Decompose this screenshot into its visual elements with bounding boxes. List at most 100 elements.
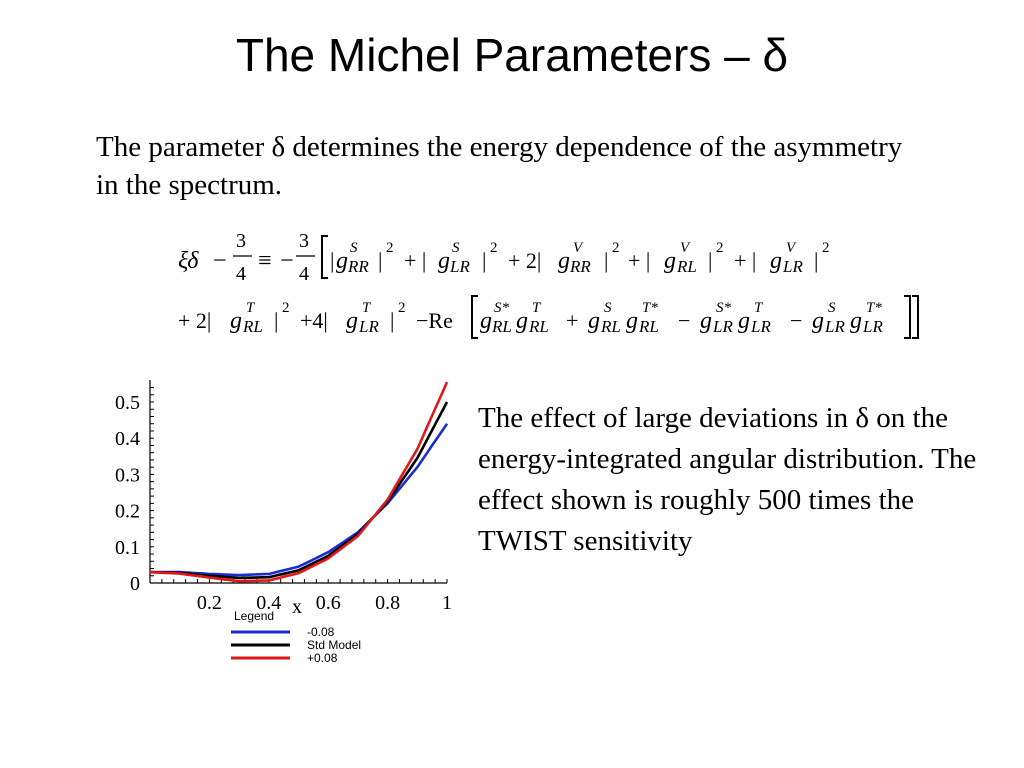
svg-text:V: V: [680, 240, 691, 256]
svg-text:T: T: [362, 300, 372, 316]
svg-text:g: g: [438, 248, 450, 274]
svg-text:S: S: [604, 300, 612, 316]
svg-text:RL: RL: [528, 317, 549, 336]
svg-text:|: |: [814, 248, 818, 273]
svg-text:T*: T*: [642, 300, 658, 316]
svg-text:V: V: [573, 240, 584, 256]
svg-text:+4|: +4|: [300, 308, 328, 333]
legend-label: Std Model: [307, 638, 361, 652]
svg-text:|: |: [708, 248, 712, 273]
svg-text:T: T: [246, 300, 256, 316]
svg-text:g: g: [480, 308, 492, 334]
svg-text:LR: LR: [750, 317, 771, 336]
svg-text:|: |: [390, 308, 394, 333]
svg-text:4: 4: [299, 263, 309, 285]
svg-text:2: 2: [386, 240, 394, 256]
intro-text: The parameter δ determines the energy de…: [96, 131, 903, 201]
svg-text:LR: LR: [449, 257, 470, 276]
slide-title: The Michel Parameters – δ: [235, 29, 789, 81]
svg-text:−: −: [213, 248, 227, 274]
svg-text:+ |: + |: [404, 248, 426, 273]
svg-text:−: −: [790, 308, 802, 333]
svg-text:S: S: [350, 240, 358, 256]
svg-text:g: g: [700, 308, 712, 334]
svg-text:+ 2|: + 2|: [508, 248, 541, 273]
svg-text:2: 2: [716, 240, 724, 256]
svg-text:2: 2: [612, 240, 620, 256]
svg-text:g: g: [812, 308, 824, 334]
svg-text:4: 4: [236, 263, 246, 285]
svg-text:g: g: [770, 248, 782, 274]
svg-text:LR: LR: [862, 317, 883, 336]
svg-text:V: V: [786, 240, 797, 256]
x-tick-label: 0.4: [256, 592, 281, 614]
svg-text:RL: RL: [638, 317, 659, 336]
svg-text:T: T: [532, 300, 542, 316]
x-tick-label: 0.8: [375, 592, 400, 614]
svg-text:g: g: [850, 308, 862, 334]
svg-text:2: 2: [822, 240, 830, 256]
svg-text:g: g: [230, 308, 242, 334]
svg-text:2: 2: [398, 300, 406, 316]
svg-text:LR: LR: [358, 317, 379, 336]
svg-text:RR: RR: [569, 257, 591, 276]
svg-text:g: g: [664, 248, 676, 274]
y-tick-label: 0.3: [115, 464, 140, 486]
y-tick-label: 0.5: [115, 392, 140, 414]
svg-text:2: 2: [282, 300, 290, 316]
svg-text:|: |: [378, 248, 382, 273]
y-tick-label: 0.1: [115, 537, 140, 559]
svg-text:≡: ≡: [258, 248, 272, 274]
svg-text:+ |: + |: [734, 248, 756, 273]
svg-text:3: 3: [236, 230, 246, 252]
svg-text:g: g: [588, 308, 600, 334]
legend-label: -0.08: [307, 625, 335, 639]
x-tick-label: 0.2: [197, 592, 222, 614]
series-line-1: [149, 401, 449, 580]
svg-text:S: S: [452, 240, 460, 256]
series-line-2: [149, 381, 449, 583]
svg-text:LR: LR: [712, 317, 733, 336]
x-tick-label: 0.6: [316, 592, 341, 614]
svg-text:−: −: [280, 248, 294, 274]
svg-text:g: g: [346, 308, 358, 334]
legend-label: +0.08: [307, 651, 338, 665]
svg-text:+ |: + |: [628, 248, 650, 273]
svg-text:g: g: [626, 308, 638, 334]
svg-text:T: T: [754, 300, 764, 316]
svg-text:T*: T*: [866, 300, 882, 316]
svg-text:|: |: [330, 248, 334, 273]
chart-axes: 0 0.1 0.2 0.3 0.4 0.5 0.2 0.4 0.6 0.8 1 x: [115, 380, 452, 618]
svg-text:|: |: [604, 248, 608, 273]
svg-text:ξδ: ξδ: [178, 248, 199, 274]
svg-text:−Re: −Re: [416, 308, 453, 333]
svg-text:−: −: [678, 308, 690, 333]
svg-text:+: +: [566, 308, 578, 333]
legend-title: Legend: [234, 609, 274, 623]
svg-text:RL: RL: [600, 317, 621, 336]
x-tick-label: 1: [442, 592, 452, 614]
series-line-0: [150, 422, 449, 577]
svg-text:S*: S*: [716, 300, 732, 316]
svg-text:S*: S*: [494, 300, 510, 316]
svg-text:RL: RL: [242, 317, 263, 336]
svg-text:LR: LR: [824, 317, 845, 336]
svg-text:g: g: [336, 248, 348, 274]
svg-text:|: |: [274, 308, 278, 333]
svg-text:RR: RR: [347, 257, 369, 276]
svg-text:g: g: [738, 308, 750, 334]
svg-text:RL: RL: [676, 257, 697, 276]
side-text: The effect of large deviations in δ on t…: [478, 402, 977, 557]
y-tick-label: 0.4: [115, 428, 140, 450]
svg-text:3: 3: [299, 230, 309, 252]
y-tick-label: 0: [130, 573, 140, 595]
svg-text:RL: RL: [491, 317, 512, 336]
svg-text:g: g: [558, 248, 570, 274]
y-tick-label: 0.2: [115, 501, 140, 523]
svg-text:|: |: [482, 248, 486, 273]
svg-text:2: 2: [490, 240, 498, 256]
svg-text:+ 2|: + 2|: [178, 308, 211, 333]
